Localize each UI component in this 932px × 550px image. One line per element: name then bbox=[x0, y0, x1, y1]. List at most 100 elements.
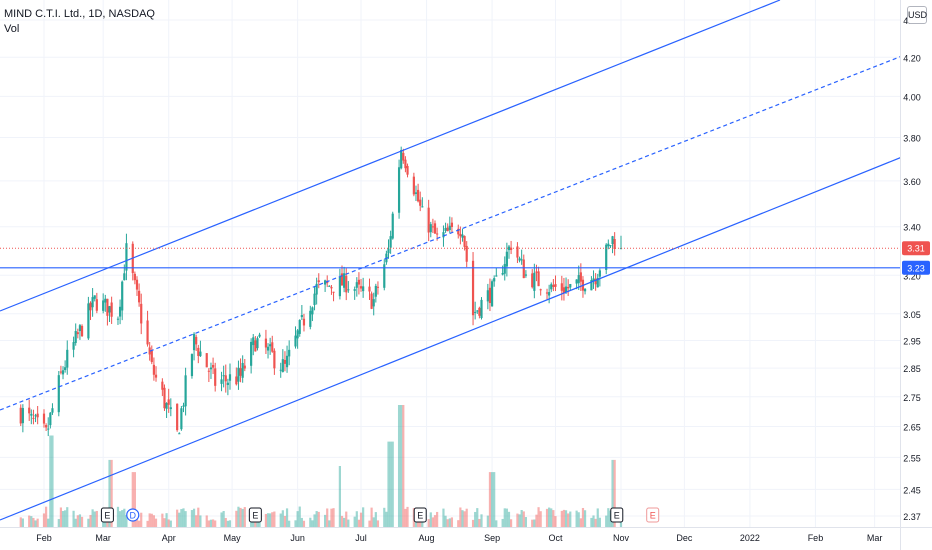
candle-body bbox=[501, 273, 504, 275]
volume-bar bbox=[581, 507, 585, 527]
volume-bar bbox=[465, 508, 468, 527]
volume-bar bbox=[450, 517, 454, 527]
candle-body bbox=[95, 299, 98, 311]
candle-body bbox=[442, 232, 445, 238]
candle-body bbox=[209, 367, 213, 370]
candle-body bbox=[152, 364, 156, 375]
candle-body bbox=[199, 351, 202, 357]
candle-body bbox=[281, 359, 284, 372]
volume-bar bbox=[89, 514, 92, 527]
candle-body bbox=[459, 233, 462, 237]
volume-label[interactable]: Vol bbox=[4, 23, 20, 35]
candle-body bbox=[372, 299, 375, 307]
volume-bar bbox=[505, 508, 508, 527]
candle-body bbox=[370, 293, 373, 309]
candle-body bbox=[560, 283, 563, 291]
candle-body bbox=[110, 302, 113, 317]
volume-bar bbox=[239, 507, 242, 527]
symbol-title[interactable]: MIND C.T.I. Ltd., 1D, NASDAQ bbox=[4, 8, 155, 20]
candle-body bbox=[594, 278, 597, 285]
volume-bar bbox=[133, 472, 136, 527]
volume-bar bbox=[80, 516, 84, 527]
candle-body bbox=[146, 320, 149, 345]
volume-bar bbox=[429, 512, 432, 527]
volume-bar bbox=[374, 512, 377, 527]
candle-body bbox=[550, 284, 553, 290]
candle-body bbox=[520, 259, 523, 261]
time-axis[interactable]: Feb Mar Apr May Jun Jul Aug Sep Oct Nov Dec 2022 Feb… bbox=[0, 527, 932, 544]
candle-body bbox=[59, 371, 63, 373]
candle-body bbox=[509, 247, 513, 250]
candle-body bbox=[461, 234, 464, 238]
volume-bar bbox=[237, 506, 240, 527]
volume-bar bbox=[87, 518, 90, 527]
candle-body bbox=[389, 236, 392, 248]
price-axis[interactable]: 4.404.204.003.803.603.403.203.052.952.85… bbox=[900, 0, 931, 550]
volume-bar bbox=[313, 514, 316, 527]
volume-bar bbox=[431, 517, 434, 527]
candle-body bbox=[311, 307, 314, 315]
volume-bar bbox=[562, 509, 566, 527]
volume-bar bbox=[370, 507, 373, 527]
volume-bar bbox=[397, 405, 401, 527]
volume-bar bbox=[359, 512, 363, 527]
volume-bar bbox=[480, 514, 483, 527]
candle-body bbox=[222, 375, 225, 377]
earnings-marker-box bbox=[413, 507, 427, 523]
volume-bar bbox=[138, 520, 141, 527]
candle-body bbox=[436, 233, 439, 235]
volume-bar bbox=[266, 513, 270, 527]
currency-button[interactable]: USD bbox=[907, 6, 927, 24]
volume-bar bbox=[190, 510, 194, 527]
candle-body bbox=[539, 289, 542, 291]
candle-body bbox=[357, 279, 361, 285]
candle-body bbox=[317, 280, 320, 283]
earnings-marker-box bbox=[646, 507, 660, 523]
price-tick-label: 3.20 bbox=[903, 271, 921, 281]
candle-body bbox=[486, 290, 489, 302]
candle-body bbox=[211, 364, 215, 368]
volume-bar bbox=[476, 508, 479, 527]
candle-body bbox=[345, 275, 348, 293]
volume-bar bbox=[328, 520, 331, 527]
volume-bar bbox=[228, 520, 232, 527]
candle-body bbox=[266, 346, 270, 351]
volume-bar bbox=[146, 520, 149, 527]
time-tick-label: Mar bbox=[95, 533, 111, 543]
candle-body bbox=[178, 433, 181, 435]
time-tick-label: Jun bbox=[290, 533, 305, 543]
candle-body bbox=[243, 365, 246, 369]
candle-body bbox=[480, 299, 483, 319]
volume-bar bbox=[414, 520, 418, 527]
volume-bar bbox=[448, 518, 451, 527]
candle-body bbox=[537, 271, 540, 287]
grid bbox=[0, 0, 900, 527]
candle-body bbox=[32, 417, 35, 419]
volume-bar bbox=[235, 510, 238, 527]
volume-bar bbox=[376, 520, 380, 527]
earnings-marker-box bbox=[100, 507, 114, 523]
candle-body bbox=[165, 403, 168, 409]
candle-body bbox=[214, 368, 217, 386]
candle-body bbox=[569, 284, 572, 288]
volume-bar bbox=[140, 512, 143, 527]
volume-bar bbox=[539, 511, 542, 527]
volume-bar bbox=[298, 506, 301, 527]
candle-body bbox=[192, 333, 196, 351]
volume-bar bbox=[569, 511, 572, 527]
candle-body bbox=[91, 297, 94, 308]
candle-body bbox=[548, 292, 551, 296]
candle-body bbox=[404, 159, 407, 169]
volume-bar bbox=[42, 513, 46, 527]
candle-body bbox=[524, 274, 527, 276]
volume-bar bbox=[36, 518, 39, 527]
volume-bar bbox=[524, 517, 527, 527]
volume-bar bbox=[503, 508, 506, 527]
candle-body bbox=[376, 286, 380, 288]
candle-body bbox=[220, 379, 223, 384]
candle-body bbox=[207, 370, 210, 372]
earnings-marker: E bbox=[252, 511, 258, 521]
drawings[interactable] bbox=[0, 0, 902, 521]
volume-bar bbox=[575, 510, 578, 527]
